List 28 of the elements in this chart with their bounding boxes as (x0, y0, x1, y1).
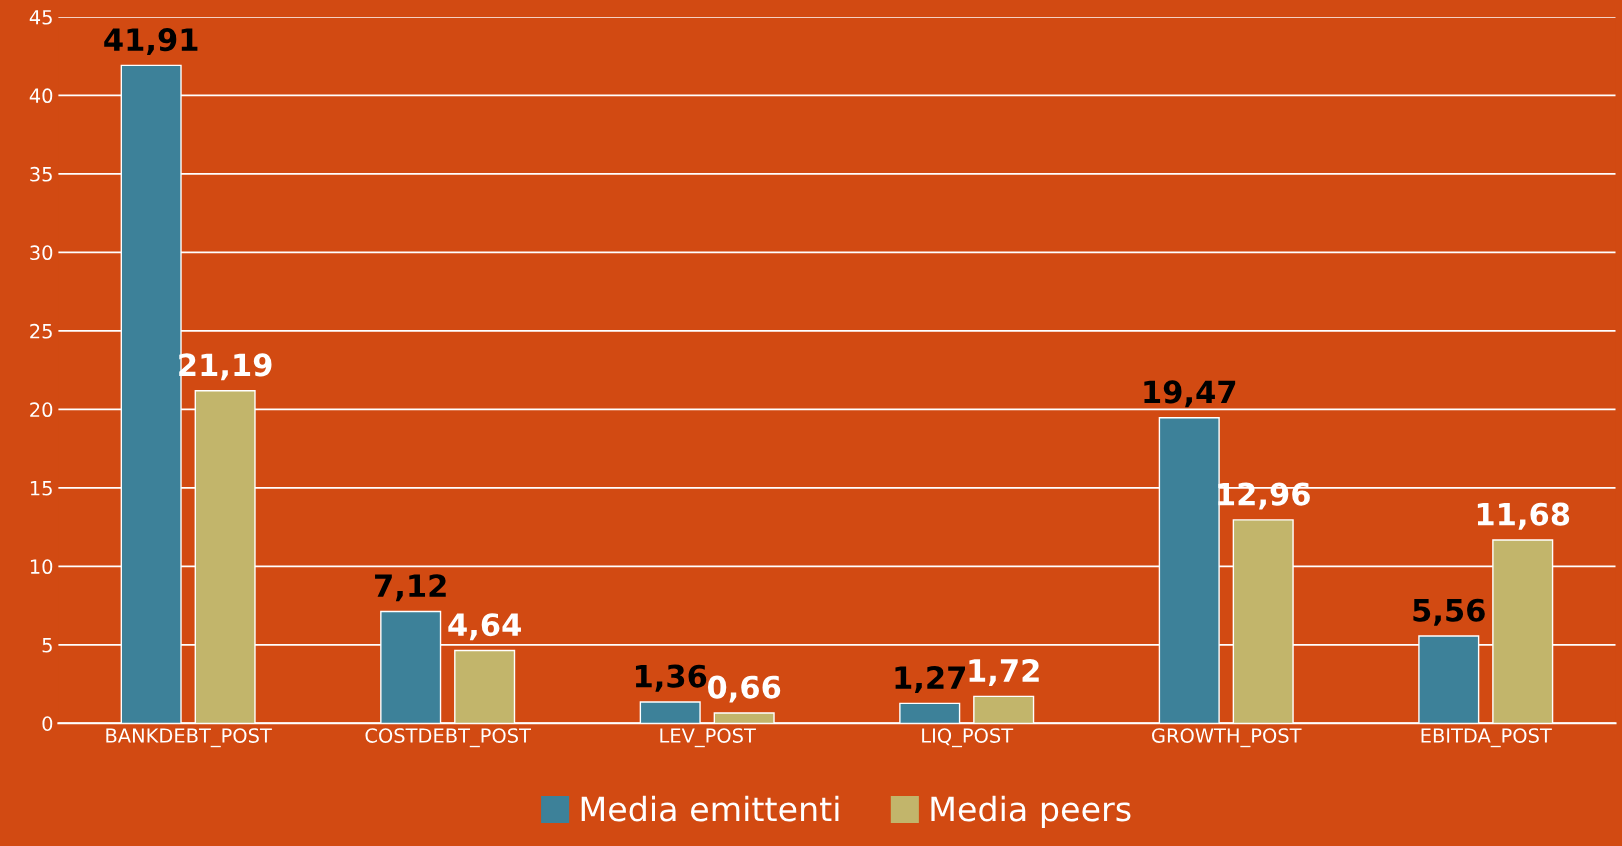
data-label: 1,36 (635, 664, 707, 692)
y-tick-label: 25 (30, 323, 52, 339)
x-tick-label: BANKDEBT_POST (106, 728, 272, 748)
x-tick-label: EBITDA_POST (1421, 728, 1552, 748)
x-tick-label: COSTDEBT_POST (365, 728, 531, 748)
data-label: 5,56 (1413, 598, 1485, 626)
data-label: 7,12 (375, 574, 446, 602)
x-tick-label: GROWTH_POST (1152, 728, 1302, 748)
data-label: 4,64 (448, 613, 521, 641)
legend-label: Media peers (931, 795, 1131, 828)
y-tick-label: 35 (30, 166, 52, 182)
y-tick-label: 15 (30, 481, 52, 496)
data-label: 1,72 (969, 658, 1039, 686)
y-tick-label: 0 (42, 716, 53, 731)
data-label: 41,91 (104, 28, 198, 56)
legend-label: Media emittenti (581, 795, 839, 822)
y-tick-label: 20 (30, 402, 53, 418)
y-tick-label: 30 (30, 245, 53, 261)
data-label: 19,47 (1144, 380, 1236, 408)
y-tick-label: 10 (30, 559, 53, 575)
data-label: 1,27 (895, 666, 965, 694)
data-label: 0,66 (707, 675, 781, 703)
y-tick-label: 5 (42, 638, 52, 653)
x-tick-label: LEV_POST (660, 728, 756, 748)
data-label: 11,68 (1477, 502, 1570, 530)
y-tick-label: 45 (29, 10, 52, 25)
x-tick-label: LIQ_POST (922, 728, 1014, 748)
y-tick-label: 40 (29, 88, 53, 104)
